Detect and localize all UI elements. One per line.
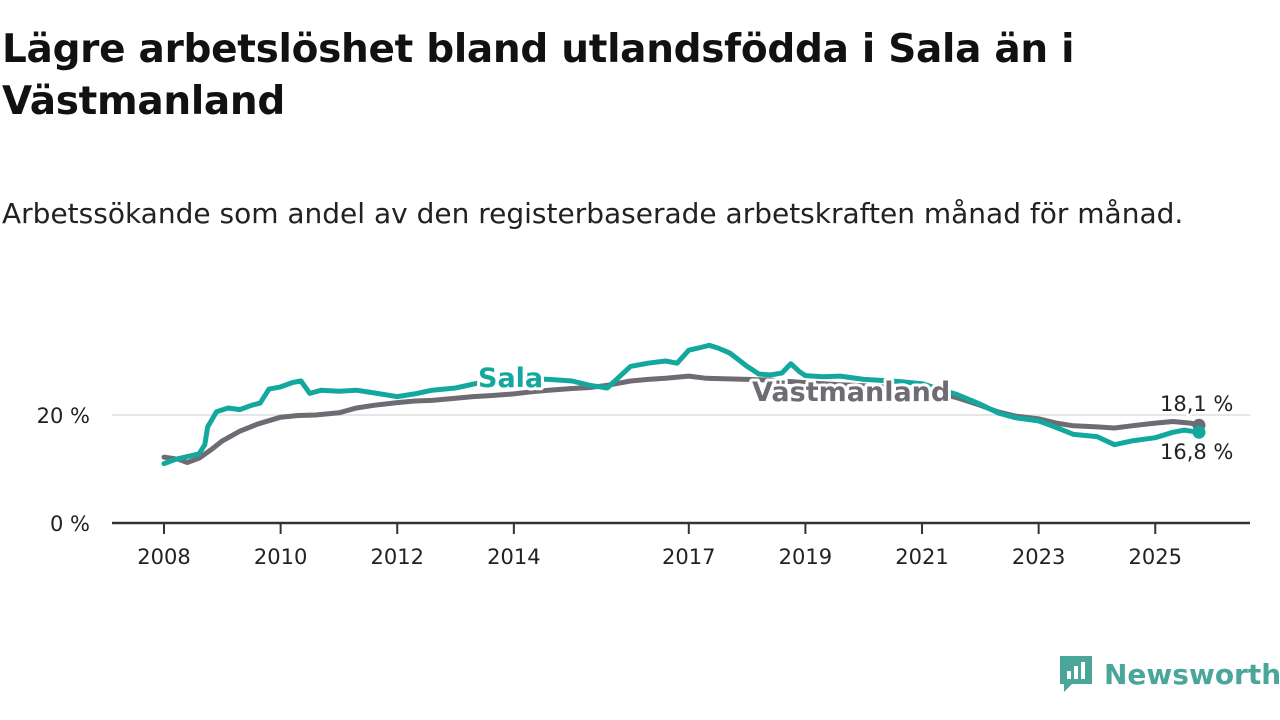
series-label-vastmanland: Västmanland (752, 377, 950, 408)
axis-layer: 0 % 20 % 2008 2010 2012 2014 2017 2019 2021 2023 2… (37, 404, 1250, 569)
end-label-sala: 16,8 % (1160, 440, 1233, 464)
chart-subtitle: Arbetssökande som andel av den registerb… (2, 197, 1184, 230)
y-tick-label-20: 20 % (37, 404, 90, 428)
x-tick-label-2010: 2010 (254, 545, 307, 569)
x-tick-label-2019: 2019 (779, 545, 832, 569)
series-end-point-sala (1192, 425, 1206, 439)
label-layer: Sala Västmanland 18,1 % 16,8 % (475, 360, 1236, 467)
x-tick-label-2025: 2025 (1129, 545, 1182, 569)
x-tick-label-2017: 2017 (662, 545, 715, 569)
x-tick-label-2008: 2008 (137, 545, 190, 569)
y-tick-label-0: 0 % (50, 512, 90, 536)
newsworthy-logo-text: Newsworthy (1104, 657, 1280, 691)
series-label-sala: Sala (478, 363, 543, 394)
newsworthy-logo-icon (1060, 656, 1092, 692)
x-tick-label-2014: 2014 (487, 545, 540, 569)
series-layer (161, 342, 1206, 467)
chart-title: Lägre arbetslöshet bland utlandsfödda i … (2, 27, 1075, 124)
end-label-vastmanland: 18,1 % (1160, 392, 1233, 416)
x-tick-label-2021: 2021 (895, 545, 948, 569)
x-tick-label-2023: 2023 (1012, 545, 1065, 569)
newsworthy-logo: Newsworthy (1058, 652, 1280, 696)
series-line-sala (161, 342, 1202, 467)
x-tick-label-2012: 2012 (371, 545, 424, 569)
